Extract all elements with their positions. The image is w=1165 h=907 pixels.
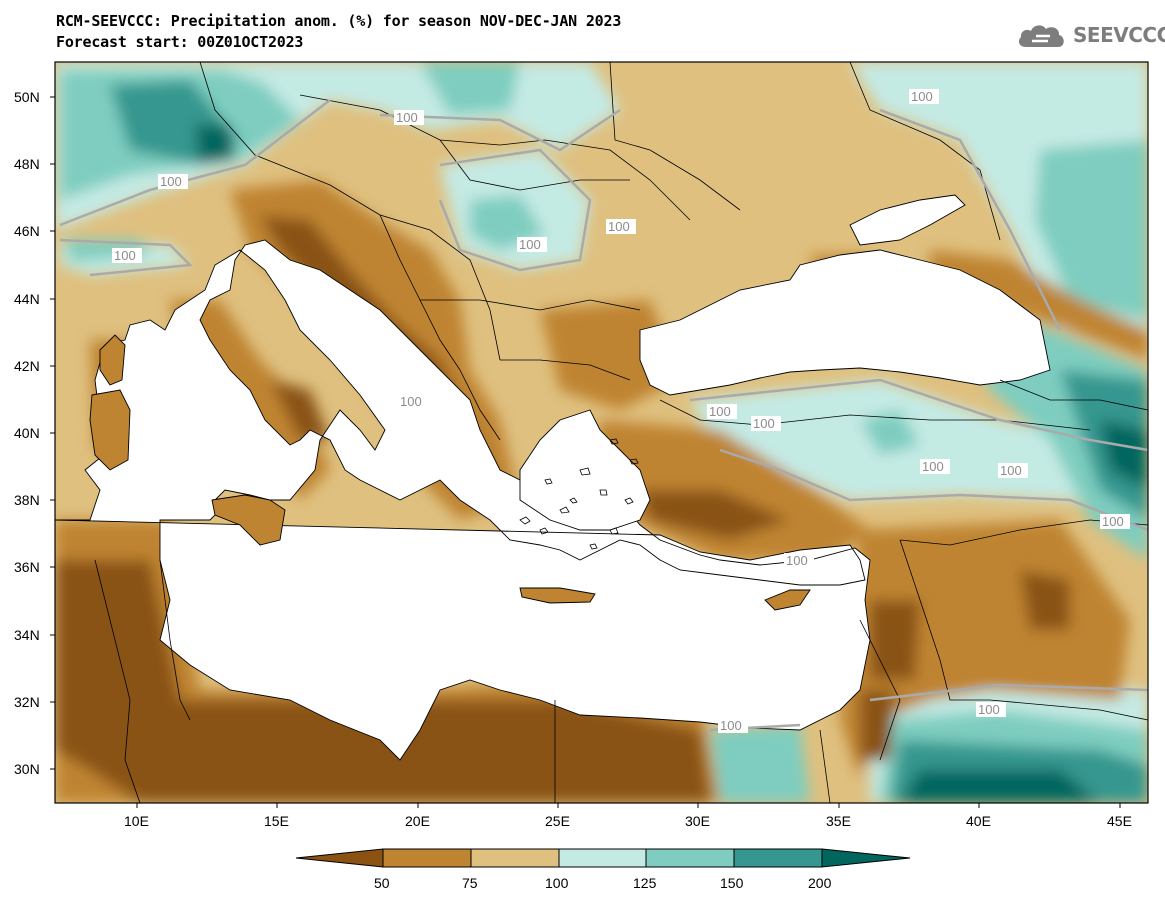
- lon-tick-label: 15E: [264, 813, 289, 829]
- lon-tick-labels: 10E 15E 20E 25E 30E 35E 40E 45E: [124, 813, 1132, 829]
- logo-text: SEEVCCC: [1073, 23, 1165, 47]
- lat-tick-label: 38N: [14, 492, 40, 508]
- aegean-islands: [519, 438, 639, 550]
- lat-tick-label: 32N: [14, 694, 40, 710]
- lat-tick-label: 48N: [14, 156, 40, 172]
- lat-axis: [50, 96, 55, 770]
- colorbar-label: 100: [545, 875, 569, 891]
- lat-tick-label: 42N: [14, 358, 40, 374]
- colorbar-label: 150: [720, 875, 744, 891]
- lat-tick-label: 30N: [14, 761, 40, 777]
- contour-label: 100: [519, 237, 541, 252]
- contour-label: 100: [608, 219, 630, 234]
- contour-label: 100: [1102, 514, 1124, 529]
- colorbar-segment-75-100: [470, 848, 560, 868]
- lon-tick-label: 25E: [545, 813, 570, 829]
- field-wet-turkey: [690, 380, 1148, 530]
- lon-tick-label: 30E: [685, 813, 710, 829]
- lat-tick-label: 36N: [14, 559, 40, 575]
- contour-100: [59, 99, 1148, 732]
- field-wet-arabia-4: [900, 770, 1100, 803]
- lon-axis: [136, 803, 1121, 808]
- lat-tick-label: 50N: [14, 89, 40, 105]
- azov-sea: [849, 194, 966, 246]
- field-wet-ukraine-2: [470, 195, 545, 250]
- title-line-1: RCM-SEEVCCC: Precipitation anom. (%) for…: [56, 12, 622, 30]
- contour-label: 100: [786, 553, 808, 568]
- title-line-2: Forecast start: 00Z01OCT2023: [56, 33, 304, 51]
- colorbar-label: 50: [374, 875, 390, 891]
- contour-label: 100: [709, 404, 731, 419]
- field-wet-nw-core: [195, 125, 235, 165]
- colorbar-labels: 50 75 100 125 150 200: [374, 875, 832, 891]
- cloud-icon: [1018, 25, 1064, 47]
- contour-label: 100: [922, 459, 944, 474]
- lon-tick-label: 35E: [826, 813, 851, 829]
- field-wet-ne-2: [1035, 140, 1148, 320]
- lon-tick-label: 10E: [124, 813, 149, 829]
- contour-label: 100: [396, 110, 418, 125]
- contour-label: 100: [978, 702, 1000, 717]
- field-dry-levant-core: [860, 570, 1070, 760]
- contour-label: 100: [720, 718, 742, 733]
- field-dry-caucasus-n: [930, 250, 1148, 360]
- sea-mask: [55, 194, 1051, 761]
- colorbar-label: 75: [462, 875, 478, 891]
- contour-labels: 100 100 100 100 100 100 100 100 100 100 …: [112, 89, 1130, 733]
- lon-tick-label: 40E: [966, 813, 991, 829]
- colorbar-segment-150-200: [733, 848, 823, 868]
- contour-label: 100: [114, 248, 136, 263]
- colorbar-segment-below50: [295, 848, 384, 868]
- field-wet-turkey-2: [860, 410, 920, 455]
- field-dry-anatolia-core: [640, 490, 790, 540]
- seevccc-logo: SEEVCCC: [1016, 20, 1165, 50]
- contour-label: 100: [400, 394, 422, 409]
- lat-tick-label: 34N: [14, 627, 40, 643]
- lon-tick-label: 45E: [1107, 813, 1132, 829]
- field-dry-africa-core: [55, 560, 710, 803]
- field-wet-egypt: [710, 725, 810, 803]
- colorbar: [295, 848, 911, 868]
- colorbar-label: 200: [808, 875, 832, 891]
- field-wet-caucasus-3: [1100, 420, 1148, 490]
- contour-label: 100: [1000, 463, 1022, 478]
- colorbar-segment-125-150: [645, 848, 735, 868]
- corsica: [99, 334, 126, 386]
- black-sea: [639, 249, 1051, 396]
- field-dry-romania: [540, 300, 680, 410]
- field-dry-italy-core: [270, 380, 330, 440]
- chart-title: RCM-SEEVCCC: Precipitation anom. (%) for…: [56, 11, 621, 53]
- field-wet-poland-2: [420, 62, 520, 115]
- colorbar-segment-50-75: [382, 848, 472, 868]
- aegean-sea: [519, 409, 651, 531]
- crete: [519, 587, 596, 604]
- lat-tick-label: 40N: [14, 425, 40, 441]
- sardinia: [89, 389, 131, 471]
- islands: [89, 334, 811, 611]
- lon-tick-label: 20E: [405, 813, 430, 829]
- colorbar-label: 125: [633, 875, 657, 891]
- lat-tick-label: 44N: [14, 291, 40, 307]
- contour-label: 100: [911, 89, 933, 104]
- anomaly-field: [55, 62, 1148, 803]
- contour-label: 100: [753, 416, 775, 431]
- cyprus: [764, 589, 811, 611]
- colorbar-segment-100-125: [558, 848, 647, 868]
- lat-tick-labels: 50N 48N 46N 44N 42N 40N 38N 36N 34N 32N …: [14, 89, 40, 777]
- contour-label: 100: [160, 174, 182, 189]
- field-dry-anatolia: [590, 420, 870, 560]
- field-wet-caucasus-2: [1060, 370, 1148, 520]
- sicily: [211, 494, 286, 546]
- lat-tick-label: 46N: [14, 223, 40, 239]
- colorbar-segment-above200: [821, 848, 911, 868]
